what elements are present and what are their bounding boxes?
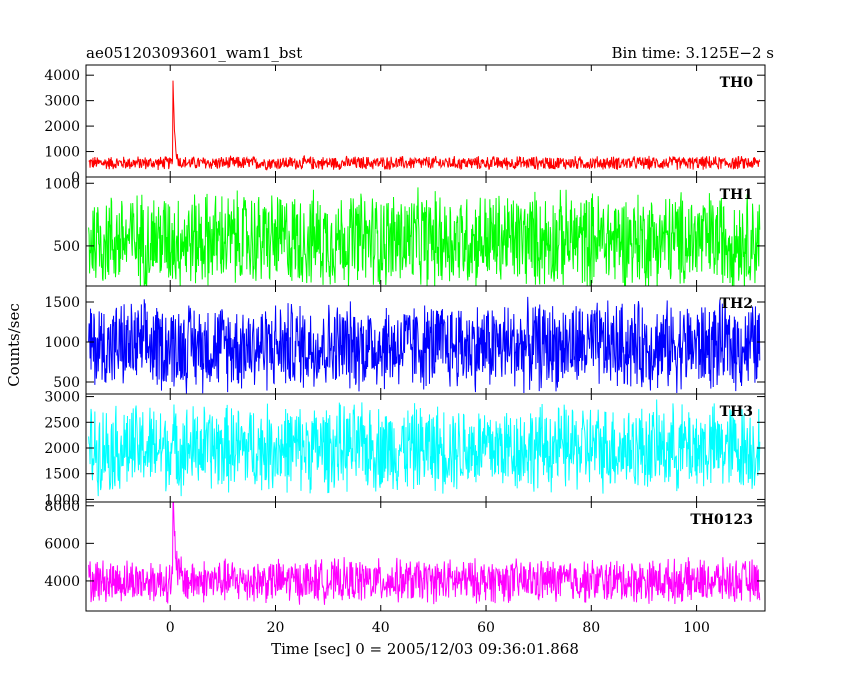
series-line-th3	[88, 399, 761, 497]
y-tick-label: 2000	[44, 441, 80, 457]
x-tick-label: 100	[683, 620, 710, 636]
y-tick-label: 6000	[44, 536, 80, 552]
y-tick-label: 4000	[44, 574, 80, 590]
chart-title: ae051203093601_wam1_bst	[86, 44, 302, 62]
y-tick-label: 2000	[44, 119, 80, 135]
y-tick-label: 2500	[44, 415, 80, 431]
x-tick-label: 60	[477, 620, 495, 636]
series-line-th0123	[88, 502, 761, 605]
y-tick-label: 1000	[44, 176, 80, 192]
y-tick-label: 1000	[44, 335, 80, 351]
y-tick-label: 1000	[44, 492, 80, 508]
x-tick-label: 0	[166, 620, 175, 636]
panel-label-th2: TH2	[720, 296, 753, 312]
panel-label-th3: TH3	[720, 404, 753, 420]
series-line-th0	[88, 80, 761, 172]
y-tick-label: 3000	[44, 390, 80, 406]
y-axis-label: Counts/sec	[5, 303, 23, 387]
x-axis-label: Time [sec] 0 = 2005/12/03 09:36:01.868	[271, 640, 579, 658]
y-tick-label: 500	[53, 375, 80, 391]
panel-frame-th0123	[85, 501, 766, 612]
x-tick-label: 20	[267, 620, 285, 636]
y-tick-label: 1000	[44, 145, 80, 161]
y-tick-label: 3000	[44, 94, 80, 110]
panel-label-th1: TH1	[720, 187, 753, 203]
series-line-th2	[88, 296, 761, 394]
x-tick-label: 40	[372, 620, 390, 636]
x-tick-label: 80	[582, 620, 600, 636]
y-tick-label: 4000	[44, 68, 80, 84]
y-tick-label: 500	[53, 239, 80, 255]
y-tick-label: 1500	[44, 295, 80, 311]
series-line-th1	[88, 187, 761, 286]
panel-label-th0: TH0	[720, 75, 754, 91]
y-tick-label: 8000	[44, 499, 80, 515]
panel-label-th0123: TH0123	[690, 512, 753, 528]
y-tick-label: 0	[71, 170, 80, 186]
y-tick-label: 1500	[44, 467, 80, 483]
bin-time-label: Bin time: 3.125E−2 s	[612, 44, 774, 62]
